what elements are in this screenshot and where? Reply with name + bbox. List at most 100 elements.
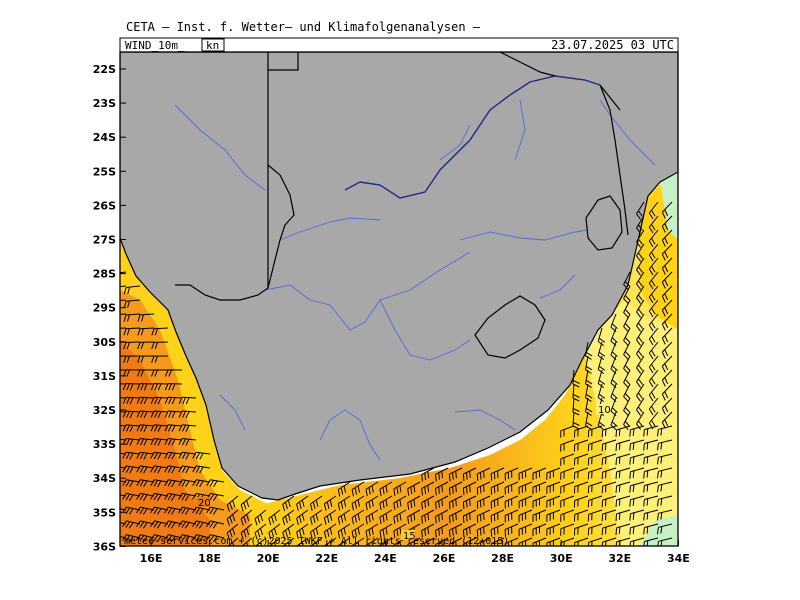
- wind-barb: [462, 537, 477, 546]
- wind-barb: [192, 479, 211, 488]
- wind-barb: [407, 495, 421, 510]
- wind-barb: [574, 453, 589, 466]
- map-title: CETA — Inst. f. Wetter— und Klimafolgena…: [126, 20, 481, 34]
- wind-barb: [661, 355, 673, 373]
- wind-barb: [421, 467, 435, 482]
- wind-barb: [164, 410, 183, 419]
- wind-barb: [122, 520, 141, 529]
- wind-barb: [421, 495, 435, 510]
- wind-barb: [597, 327, 606, 347]
- wind-barb: [177, 534, 197, 543]
- wind-barb: [136, 506, 155, 515]
- wind-barb: [365, 481, 379, 497]
- wind-barb: [504, 509, 519, 523]
- wind-barb: [448, 481, 463, 496]
- wind-barb: [122, 479, 141, 488]
- wind-barb: [532, 509, 547, 523]
- wind-barb: [490, 537, 505, 546]
- wind-barb: [601, 439, 617, 452]
- wind-barb: [122, 465, 141, 474]
- wind-barb: [518, 509, 533, 523]
- wind-barb: [379, 537, 393, 546]
- wind-barb: [120, 355, 127, 357]
- wind-barb: [240, 495, 253, 512]
- wind-barb: [532, 481, 547, 495]
- wind-barb: [636, 201, 645, 220]
- wind-barb: [623, 341, 631, 361]
- wind-barb: [296, 509, 309, 526]
- lon-label-24e: 24E: [374, 552, 397, 565]
- wind-barb: [136, 451, 155, 460]
- wind-barb: [393, 523, 407, 538]
- wind-barb: [178, 410, 197, 419]
- wind-barb: [476, 509, 491, 523]
- wind-barb: [178, 479, 197, 488]
- wind-barb: [282, 523, 295, 540]
- wind-barb: [601, 453, 617, 466]
- wind-barb: [623, 271, 631, 291]
- wind-barb: [546, 509, 561, 522]
- lon-label-22e: 22E: [315, 552, 338, 565]
- lat-label-27s: 27S: [93, 234, 116, 247]
- wind-barb: [504, 481, 519, 495]
- wind-barb: [121, 534, 141, 543]
- lat-label-33s: 33S: [93, 438, 116, 451]
- wind-barb: [518, 537, 533, 546]
- wind-barb: [560, 453, 575, 466]
- wind-barb: [587, 453, 603, 466]
- wind-barb: [123, 299, 141, 309]
- lon-label-34e: 34E: [667, 552, 690, 565]
- wind-barb: [296, 523, 309, 540]
- wind-barb: [337, 537, 351, 546]
- wind-barb: [379, 495, 393, 511]
- wind-barb: [178, 396, 197, 405]
- wind-barb: [337, 509, 351, 525]
- wind-barb: [435, 467, 449, 482]
- wind-barb: [601, 425, 617, 438]
- wind-barb: [351, 509, 365, 525]
- wind-barb: [150, 479, 169, 488]
- wind-barb: [122, 506, 141, 515]
- wind-barb: [629, 509, 645, 521]
- wind-barb: [518, 467, 533, 481]
- contour-label-20: 20: [198, 498, 211, 509]
- wind-barb: [120, 271, 127, 274]
- wind-barb: [546, 523, 561, 536]
- wind-barb: [421, 481, 435, 496]
- wind-barb: [574, 481, 589, 494]
- wind-barb: [323, 523, 337, 539]
- wind-barb: [448, 495, 463, 510]
- wind-barb: [615, 523, 631, 535]
- wind-barb: [178, 520, 197, 529]
- wind-barb: [226, 523, 239, 540]
- wind-barb: [268, 523, 281, 540]
- wind-barb: [337, 523, 351, 539]
- wind-barb: [648, 215, 659, 234]
- wind-barb: [365, 523, 379, 539]
- wind-barb: [615, 467, 631, 479]
- wind-barb: [448, 467, 463, 482]
- wind-barb: [462, 495, 477, 510]
- wind-barb: [490, 509, 505, 523]
- wind-barb: [178, 451, 197, 460]
- lon-label-28e: 28E: [491, 552, 514, 565]
- wind-barb: [123, 355, 141, 363]
- lon-label-20e: 20E: [257, 552, 280, 565]
- wind-barb: [123, 369, 141, 377]
- wind-barb: [661, 383, 673, 401]
- wind-barb: [574, 537, 589, 546]
- wind-barb: [636, 215, 645, 234]
- wind-barb: [150, 451, 169, 460]
- wind-barb: [629, 453, 645, 465]
- lat-label-23s: 23S: [93, 97, 116, 110]
- country-borders: [175, 52, 629, 301]
- wind-barb: [462, 523, 477, 538]
- wind-barb: [597, 355, 606, 375]
- wind-barb: [191, 534, 211, 543]
- wind-barb: [192, 465, 211, 474]
- wind-barb: [587, 481, 603, 494]
- wind-barb: [206, 506, 225, 515]
- wind-barb: [661, 243, 673, 261]
- wind-barb: [636, 383, 645, 402]
